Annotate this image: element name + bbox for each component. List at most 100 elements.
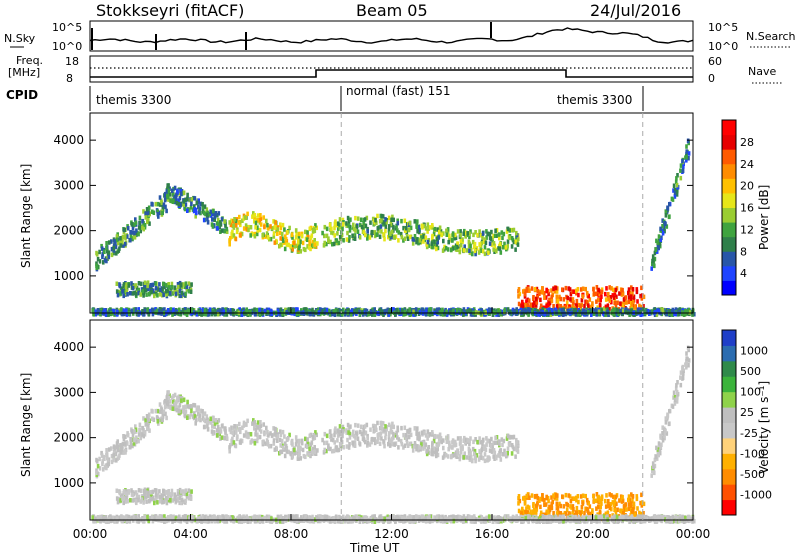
power-echo-cell <box>356 229 360 234</box>
velocity-echo-cell <box>190 489 193 494</box>
power-echo-cell <box>135 311 139 317</box>
power-echo-cell <box>675 182 679 188</box>
power-echo-cell <box>661 218 664 223</box>
power-echo-cell <box>535 296 538 302</box>
power-echo-cell <box>176 291 179 296</box>
power-echo-cell <box>206 220 210 225</box>
velocity-echo-cell <box>176 498 179 503</box>
velocity-echo-cell <box>468 455 471 460</box>
velocity-echo-cell <box>230 441 234 447</box>
velocity-echo-cell <box>536 496 540 501</box>
power-echo-cell <box>330 230 333 235</box>
power-echo-cell <box>355 224 359 230</box>
power-echo-cell <box>109 307 112 312</box>
power-echo-cell <box>471 239 475 245</box>
velocity-echo-cell <box>555 501 559 506</box>
power-echo-cell <box>294 235 298 240</box>
power-echo-cell <box>166 308 170 313</box>
power-echo-cell <box>261 233 264 238</box>
power-echo-cell <box>311 227 315 233</box>
velocity-echo-cell <box>247 431 251 437</box>
velocity-echo-cell <box>469 450 472 456</box>
power-echo-cell <box>342 222 345 227</box>
power-echo-cell <box>154 201 158 207</box>
power-echo-cell <box>370 229 374 235</box>
velocity-echo-cell <box>217 430 221 435</box>
velocity-echo-cell <box>605 493 608 498</box>
power-echo-cell <box>323 224 327 230</box>
velocity-echo-cell <box>422 441 425 446</box>
power-echo-cell <box>565 300 569 305</box>
velocity-echo-cell <box>322 450 326 455</box>
power-echo-cell <box>178 307 181 312</box>
power-echo-cell <box>217 211 221 216</box>
power-echo-cell <box>619 301 622 306</box>
velocity-echo-cell <box>354 435 357 440</box>
power-echo-cell <box>311 239 314 245</box>
velocity-echo-cell <box>281 445 285 450</box>
power-echo-cell <box>446 247 450 252</box>
velocity-echo-cell <box>431 432 434 437</box>
velocity-echo-cell <box>265 438 269 443</box>
velocity-echo-cell <box>435 449 438 455</box>
power-echo-cell <box>107 254 111 260</box>
velocity-echo-cell <box>346 437 349 443</box>
velocity-echo-cell <box>374 424 377 430</box>
power-echo-cell <box>500 230 504 235</box>
power-echo-cell <box>319 307 322 312</box>
power-echo-cell <box>480 240 483 246</box>
velocity-echo-cell <box>311 446 314 452</box>
velocity-echo-cell <box>451 453 455 458</box>
power-echo-cell <box>158 202 162 207</box>
power-echo-cell <box>189 205 193 210</box>
velocity-echo-cell <box>640 492 643 498</box>
velocity-echo-cell <box>498 448 502 454</box>
power-echo-cell <box>251 214 254 219</box>
power-echo-cell <box>681 168 685 173</box>
velocity-echo-cell <box>293 447 296 453</box>
power-echo-cell <box>425 244 429 250</box>
velocity-echo-cell <box>426 429 430 434</box>
power-echo-cell <box>169 198 172 204</box>
power-echo-cell <box>143 283 146 288</box>
power-echo-cell <box>621 287 624 293</box>
velocity-echo-cell <box>325 433 329 439</box>
power-echo-cell <box>345 221 348 226</box>
velocity-echo-cell <box>295 438 298 444</box>
power-echo-cell <box>484 240 488 245</box>
velocity-echo-cell <box>109 514 112 519</box>
power-echo-cell <box>424 226 428 231</box>
velocity-echo-cell <box>552 511 555 516</box>
velocity-echo-cell <box>454 442 458 448</box>
power-echo-cell <box>517 301 521 307</box>
power-echo-cell <box>543 290 546 296</box>
velocity-echo-cell <box>483 444 487 449</box>
velocity-echo-cell <box>331 449 334 454</box>
power-echo-cell <box>380 217 383 223</box>
power-echo-cell <box>213 217 216 222</box>
power-echo-cell <box>336 308 340 313</box>
velocity-echo-cell <box>501 442 504 448</box>
power-echo-cell <box>481 235 484 240</box>
power-echo-cell <box>182 282 185 287</box>
power-echo-cell <box>258 227 262 233</box>
velocity-echo-cell <box>672 395 675 400</box>
power-echo-cell <box>134 220 138 225</box>
power-echo-cell <box>442 231 445 236</box>
velocity-echo-cell <box>122 495 126 501</box>
power-echo-cell <box>414 311 417 316</box>
power-echo-cell <box>297 236 301 241</box>
power-echo-cell <box>356 216 360 221</box>
power-echo-cell <box>160 200 164 205</box>
power-echo-cell <box>112 245 115 251</box>
velocity-echo-cell <box>450 454 453 460</box>
velocity-echo-cell <box>103 465 107 470</box>
power-echo-cell <box>235 229 239 235</box>
velocity-echo-cell <box>134 427 138 432</box>
velocity-echo-cell <box>375 439 378 444</box>
power-echo-cell <box>169 310 172 315</box>
power-echo-cell <box>513 308 516 314</box>
power-echo-cell <box>654 247 658 253</box>
velocity-echo-cell <box>247 434 250 440</box>
power-echo-cell <box>189 289 193 294</box>
